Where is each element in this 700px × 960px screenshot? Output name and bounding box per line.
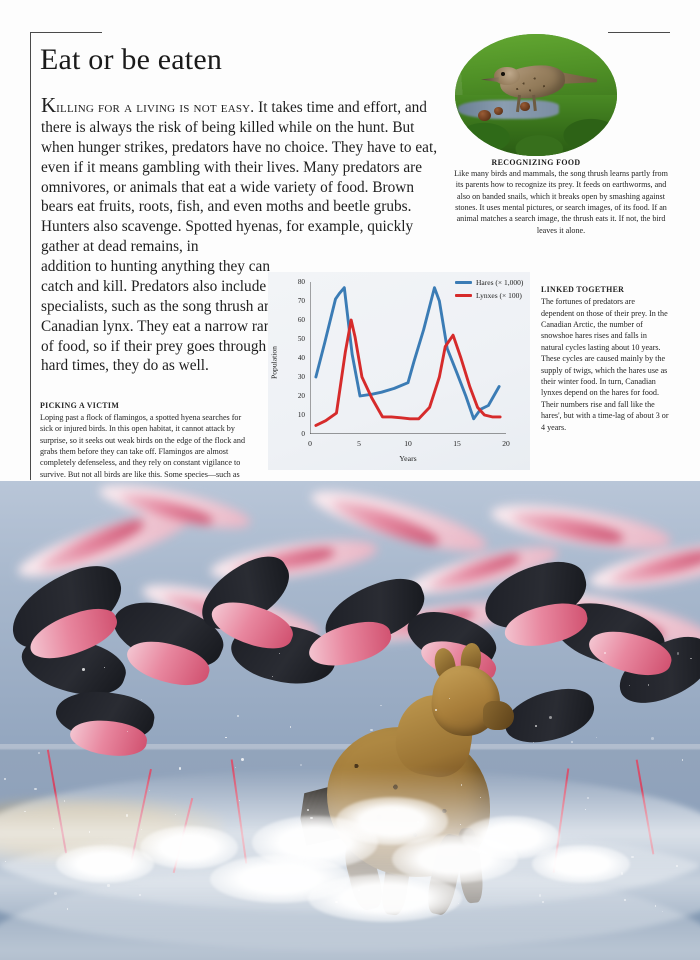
water-droplet (631, 856, 633, 858)
drop-cap: K (41, 93, 56, 117)
water-patch (458, 100, 558, 120)
water-droplet (149, 790, 150, 791)
water-droplet (126, 814, 128, 816)
water-splash (308, 874, 462, 922)
chart-plot-area (310, 282, 506, 434)
y-tick-label: 30 (289, 373, 305, 381)
body-paragraph-2: addition to hunting anything they can ca… (41, 257, 287, 376)
water-droplet (5, 861, 6, 862)
water-splash (532, 845, 630, 883)
recognizing-food-heading: RECOGNIZING FOOD (455, 158, 617, 167)
song-thrush-figure: RECOGNIZING FOOD (455, 34, 617, 156)
caption-text: Like many birds and mammals, the song th… (454, 169, 668, 235)
water-droplet (358, 889, 360, 891)
water-droplet (127, 731, 128, 732)
hyena-muzzle (483, 701, 514, 730)
water-droplet (241, 758, 244, 761)
bird-head (494, 67, 520, 85)
y-tick-label: 10 (289, 411, 305, 419)
water-droplet (549, 716, 552, 719)
water-droplet (651, 737, 654, 740)
page-border-top-right (608, 32, 670, 33)
water-droplet (38, 752, 40, 754)
water-splash (56, 845, 154, 883)
water-droplet (370, 729, 373, 732)
caption-recognizing-food: Like many birds and mammals, the song th… (452, 168, 670, 236)
y-tick-label: 60 (289, 316, 305, 324)
chart-lines-svg (310, 282, 506, 434)
water-droplet (396, 809, 398, 811)
caption-picking-a-victim: PICKING A VICTIM Loping past a flock of … (40, 400, 253, 491)
water-splash (140, 826, 238, 869)
page-border-top-left (30, 32, 102, 33)
water-droplet (535, 725, 537, 727)
caption-linked-together: LINKED TOGETHER The fortunes of predator… (541, 284, 670, 433)
water-droplet (82, 668, 85, 671)
water-droplet (310, 817, 313, 820)
y-tick-label: 40 (289, 354, 305, 362)
song-thrush-photo (455, 34, 617, 156)
y-tick-label: 20 (289, 392, 305, 400)
water-droplet (64, 800, 66, 802)
chart-legend: Hares (× 1,000) Lynxes (× 100) (455, 278, 523, 304)
chart-series-line (316, 288, 499, 419)
water-droplet (67, 908, 69, 910)
water-droplet (107, 884, 110, 887)
body-paragraph-1: It takes time and effort, and there is a… (41, 99, 437, 255)
page-border-left (30, 32, 31, 480)
caption-heading: LINKED TOGETHER (541, 284, 670, 295)
chart-series-line (316, 320, 500, 425)
magazine-page: Eat or be eaten Killing for a living is … (0, 0, 700, 960)
x-tick-label: 20 (497, 439, 515, 448)
water-droplet (587, 797, 589, 799)
water-droplet (542, 901, 544, 903)
page-title: Eat or be eaten (40, 43, 222, 76)
legend-swatch (455, 294, 472, 297)
water-droplet (305, 876, 308, 879)
legend-swatch (455, 281, 472, 284)
water-droplet (300, 764, 302, 766)
caption-text: Loping past a flock of flamingos, a spot… (40, 413, 245, 490)
water-droplet (682, 759, 683, 760)
x-tick-label: 0 (301, 439, 319, 448)
y-tick-label: 80 (289, 278, 305, 286)
water-droplet (676, 865, 678, 867)
water-droplet (54, 892, 57, 895)
legend-label: Hares (× 1,000) (476, 278, 523, 287)
snail-icon (520, 102, 530, 111)
x-tick-label: 5 (350, 439, 368, 448)
legend-item: Lynxes (× 100) (455, 291, 523, 300)
water-droplet (460, 824, 461, 825)
x-tick-label: 15 (448, 439, 466, 448)
snail-icon (494, 107, 503, 115)
y-tick-label: 0 (289, 430, 305, 438)
x-tick-label: 10 (399, 439, 417, 448)
water-droplet (117, 863, 119, 865)
water-droplet (621, 872, 623, 874)
y-tick-label: 50 (289, 335, 305, 343)
y-axis-title: Population (270, 346, 279, 379)
water-droplet (648, 684, 650, 686)
water-droplet (179, 767, 182, 770)
x-axis-title: Years (399, 454, 416, 463)
water-droplet (458, 903, 459, 904)
y-tick-label: 70 (289, 297, 305, 305)
legend-item: Hares (× 1,000) (455, 278, 523, 287)
lead-smallcaps: illing for a living is not easy. (56, 99, 254, 116)
caption-heading: PICKING A VICTIM (40, 400, 253, 411)
legend-label: Lynxes (× 100) (476, 291, 522, 300)
caption-text: The fortunes of predators are dependent … (541, 297, 669, 431)
population-cycle-chart: Population Years 0 10 20 30 40 50 60 70 80 0 5 10 15… (268, 272, 530, 470)
hyena-flamingos-photo (0, 481, 700, 960)
snail-icon (478, 110, 491, 121)
water-droplet (585, 809, 586, 810)
water-droplet (307, 809, 309, 811)
water-droplet (690, 658, 691, 659)
water-droplet (335, 901, 338, 904)
